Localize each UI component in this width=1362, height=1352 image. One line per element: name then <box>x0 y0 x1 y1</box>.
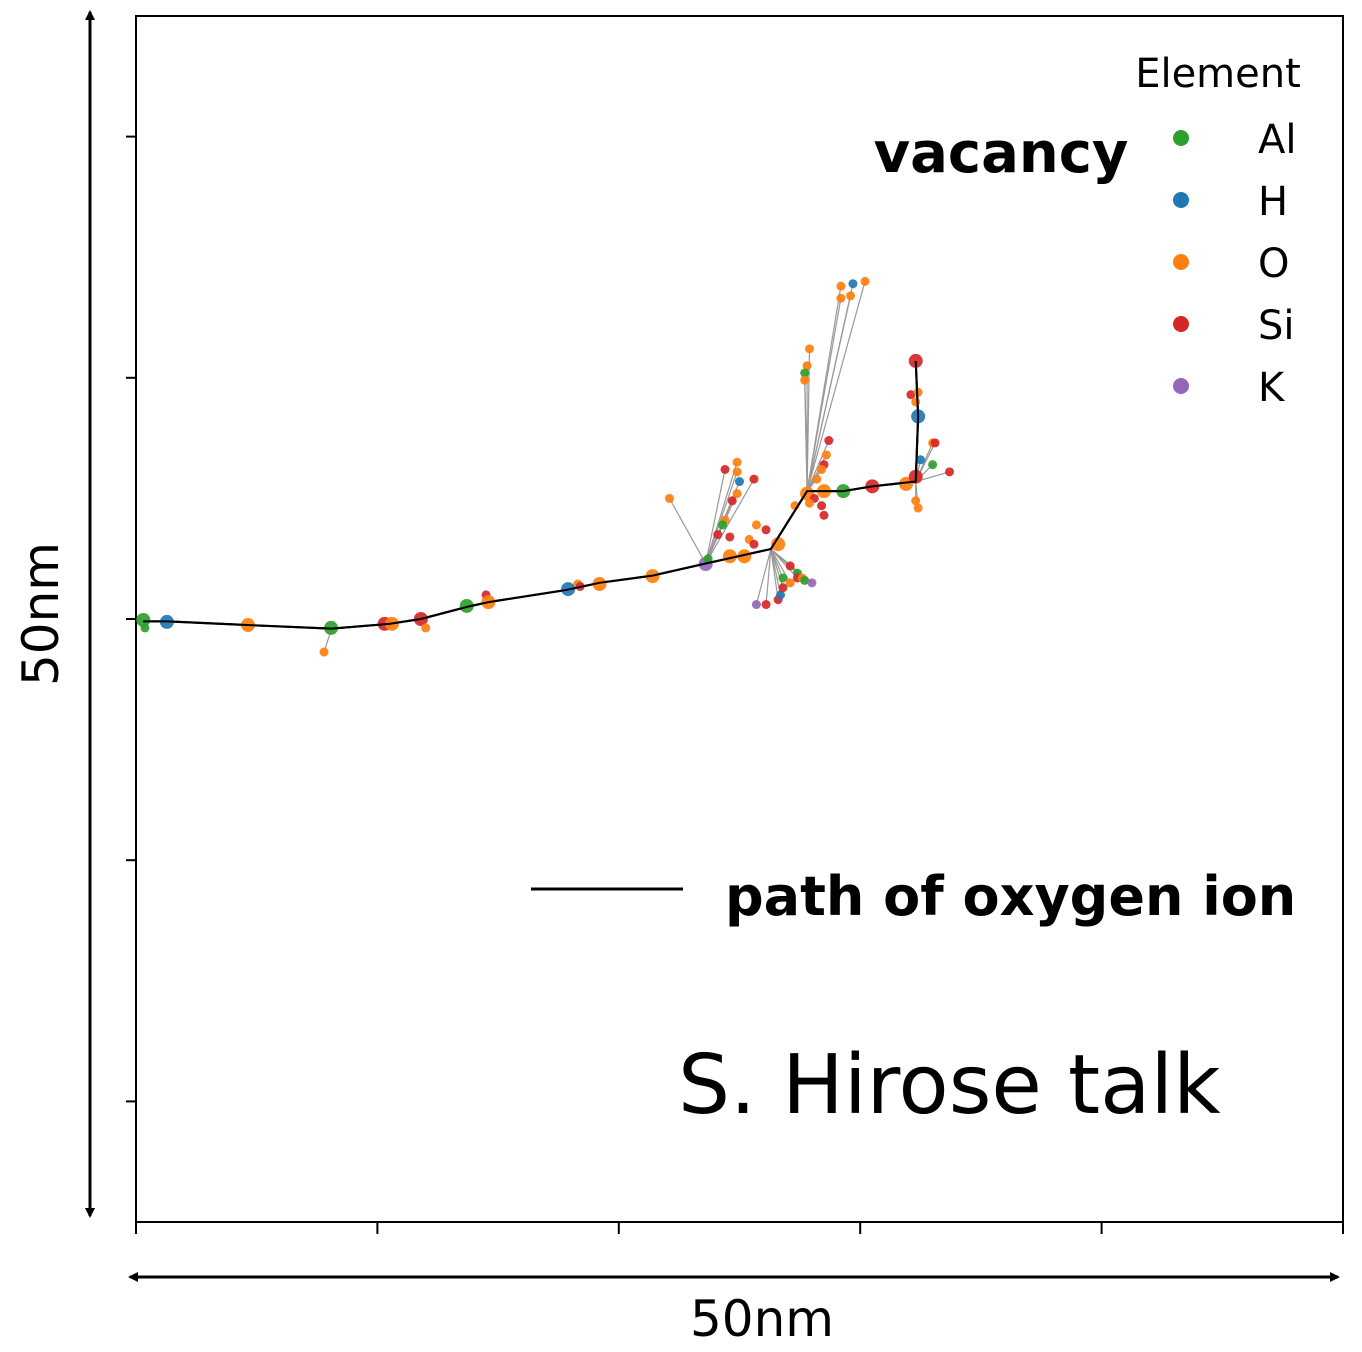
atom-k-point <box>751 600 761 610</box>
atom-o-point <box>802 361 812 371</box>
atom-al-point <box>800 368 810 378</box>
atom-si-point <box>761 525 771 535</box>
neighbor-link <box>668 498 707 564</box>
legend-marker-h <box>1173 192 1189 208</box>
neighbor-link <box>705 469 726 564</box>
atom-o-point <box>751 520 761 530</box>
atom-al-point <box>703 554 713 564</box>
atom-o-point <box>664 493 674 503</box>
legend-marker-o <box>1173 254 1189 270</box>
legend-marker-si <box>1173 316 1189 332</box>
atom-o-point <box>899 476 914 491</box>
atom-si-point <box>749 539 759 549</box>
atom-si-point <box>778 583 788 593</box>
atom-o-point <box>812 474 822 484</box>
neighbor-links <box>323 281 950 653</box>
atom-si-point <box>713 530 723 540</box>
path-legend-label: path of oxygen ion <box>725 865 1296 928</box>
atom-al-point <box>718 520 728 530</box>
legend-marker-k <box>1173 378 1189 394</box>
atom-o-point <box>911 397 921 407</box>
atom-si-point <box>819 510 829 520</box>
atom-si-point <box>930 438 940 448</box>
x-axis-label: 50nm <box>690 1290 834 1348</box>
atom-si-point <box>817 501 827 511</box>
atom-o-point <box>805 344 815 354</box>
atom-k-point <box>807 578 817 588</box>
atom-o-point <box>592 577 607 592</box>
atom-si-point <box>945 467 955 477</box>
neighbor-link <box>806 295 852 492</box>
legend-label-si: Si <box>1258 303 1295 349</box>
atom-h-point <box>848 279 858 289</box>
legend: Element Al HO Si K <box>1135 51 1301 411</box>
atom-o-point <box>860 276 870 286</box>
y-axis-label: 50nm <box>12 542 70 686</box>
atom-al-point <box>140 623 150 633</box>
atom-o-point <box>319 647 329 657</box>
atom-o-point <box>785 578 795 588</box>
atom-h-point <box>916 455 926 465</box>
legend-marker-al <box>1173 130 1189 146</box>
atom-si-point <box>761 600 771 610</box>
atom-si-point <box>785 561 795 571</box>
atom-al-point <box>928 460 938 470</box>
legend-label-o: O <box>1258 241 1289 287</box>
neighbor-link <box>804 380 808 492</box>
neighbor-link <box>705 478 755 564</box>
oxygen-ion-path-overlay <box>143 360 920 630</box>
atom-o-point <box>911 496 921 506</box>
atom-si-point <box>727 496 737 506</box>
axis-ticks <box>126 135 1344 1234</box>
atom-o-point <box>836 281 846 291</box>
atom-h-point <box>735 477 744 487</box>
atom-si-point <box>720 464 730 474</box>
legend-label-k: K <box>1258 365 1286 411</box>
atom-o-point <box>846 291 856 301</box>
atom-o-point <box>732 489 742 499</box>
atom-si-point <box>725 532 735 542</box>
atom-o-point <box>836 293 846 303</box>
atom-si-point <box>906 390 916 400</box>
neighbor-link <box>755 548 772 605</box>
atom-o-point <box>817 464 827 474</box>
vacancy-label: vacancy <box>874 121 1129 186</box>
atoms <box>136 276 955 657</box>
neighbor-link <box>806 440 830 492</box>
atom-o-point <box>732 457 742 467</box>
neighbor-link <box>806 281 866 492</box>
atom-o-point <box>737 549 752 564</box>
legend-title: Element <box>1135 51 1301 97</box>
atom-al-point <box>778 573 788 583</box>
atom-o-point <box>805 498 815 508</box>
atom-o-point <box>732 467 742 477</box>
atom-o-point <box>800 375 810 385</box>
atom-o-point <box>771 537 786 552</box>
atom-h-point <box>776 590 786 600</box>
atom-si-point <box>749 474 759 484</box>
legend-label-al: Al <box>1258 117 1296 163</box>
atom-al-point <box>136 612 151 627</box>
atom-o-point <box>421 623 431 633</box>
atom-al-point <box>800 575 810 585</box>
neighbor-link <box>806 298 842 492</box>
atom-o-point <box>821 450 831 460</box>
atom-o-point <box>913 387 923 397</box>
atom-si-point <box>824 436 834 446</box>
legend-label-h: H <box>1258 179 1288 225</box>
credit-label: S. Hirose talk <box>678 1038 1221 1133</box>
atom-o-point <box>913 503 923 513</box>
neighbor-link <box>765 548 772 605</box>
